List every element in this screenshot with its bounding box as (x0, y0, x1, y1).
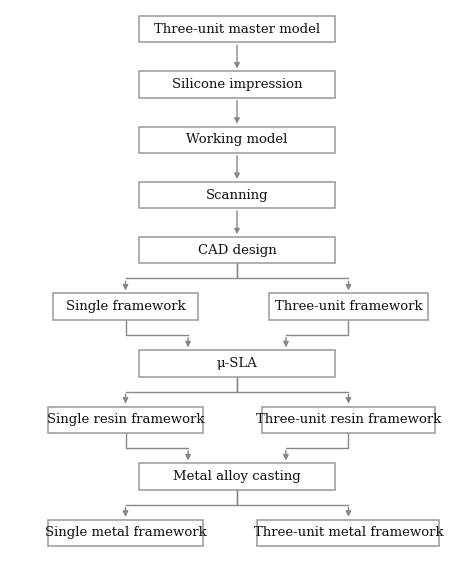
Text: Single resin framework: Single resin framework (47, 413, 204, 426)
FancyBboxPatch shape (139, 127, 335, 153)
Text: μ-SLA: μ-SLA (217, 357, 257, 370)
Text: Three-unit resin framework: Three-unit resin framework (256, 413, 441, 426)
FancyBboxPatch shape (139, 16, 335, 43)
Text: Working model: Working model (186, 134, 288, 146)
FancyBboxPatch shape (139, 182, 335, 208)
FancyBboxPatch shape (48, 519, 203, 546)
Text: CAD design: CAD design (198, 243, 276, 257)
Text: Three-unit metal framework: Three-unit metal framework (254, 526, 443, 539)
Text: Scanning: Scanning (206, 188, 268, 201)
FancyBboxPatch shape (257, 519, 439, 546)
FancyBboxPatch shape (139, 350, 335, 376)
Text: Metal alloy casting: Metal alloy casting (173, 470, 301, 483)
Text: Silicone impression: Silicone impression (172, 78, 302, 91)
FancyBboxPatch shape (269, 293, 428, 320)
Text: Single framework: Single framework (65, 300, 185, 313)
FancyBboxPatch shape (48, 407, 203, 433)
FancyBboxPatch shape (139, 463, 335, 490)
Text: Three-unit master model: Three-unit master model (154, 23, 320, 36)
FancyBboxPatch shape (139, 71, 335, 98)
FancyBboxPatch shape (53, 293, 198, 320)
Text: Three-unit framework: Three-unit framework (274, 300, 422, 313)
FancyBboxPatch shape (139, 237, 335, 264)
Text: Single metal framework: Single metal framework (45, 526, 206, 539)
FancyBboxPatch shape (262, 407, 435, 433)
